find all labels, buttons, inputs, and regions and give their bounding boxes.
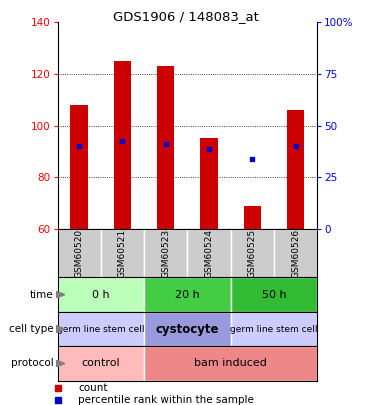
Bar (101, 229, 144, 277)
Bar (58, 312, 144, 346)
Bar (58, 229, 101, 277)
Text: germ line stem cell: germ line stem cell (230, 324, 318, 334)
Text: cystocyte: cystocyte (155, 322, 219, 336)
Bar (157, 66, 174, 229)
Text: GSM60524: GSM60524 (204, 229, 213, 277)
Bar (144, 312, 231, 346)
Text: count: count (78, 382, 108, 392)
Bar (58, 346, 144, 381)
Text: GSM60521: GSM60521 (118, 228, 127, 278)
Text: 50 h: 50 h (262, 290, 286, 300)
Text: 20 h: 20 h (175, 290, 200, 300)
Text: time: time (30, 290, 54, 300)
Text: protocol: protocol (11, 358, 54, 369)
Bar (114, 61, 131, 229)
Text: GSM60525: GSM60525 (248, 228, 257, 278)
Text: 0 h: 0 h (92, 290, 109, 300)
Text: GSM60523: GSM60523 (161, 228, 170, 278)
Bar (244, 206, 261, 229)
Bar (231, 229, 274, 277)
Text: GSM60526: GSM60526 (291, 228, 300, 278)
Bar (187, 229, 231, 277)
Bar (144, 277, 231, 312)
Text: percentile rank within the sample: percentile rank within the sample (78, 394, 254, 405)
Bar (144, 346, 317, 381)
Text: germ line stem cell: germ line stem cell (57, 324, 145, 334)
Text: bam induced: bam induced (194, 358, 267, 369)
Bar (70, 105, 88, 229)
Text: cell type: cell type (9, 324, 54, 334)
Text: control: control (82, 358, 120, 369)
Text: GSM60520: GSM60520 (75, 228, 83, 278)
Bar (231, 277, 317, 312)
Bar (287, 110, 304, 229)
Bar (231, 312, 317, 346)
Bar (274, 229, 317, 277)
Polygon shape (56, 291, 65, 298)
Polygon shape (56, 360, 65, 367)
Text: GDS1906 / 148083_at: GDS1906 / 148083_at (112, 10, 259, 23)
Bar (144, 229, 187, 277)
Bar (58, 277, 144, 312)
Polygon shape (56, 326, 65, 333)
Bar (200, 139, 218, 229)
